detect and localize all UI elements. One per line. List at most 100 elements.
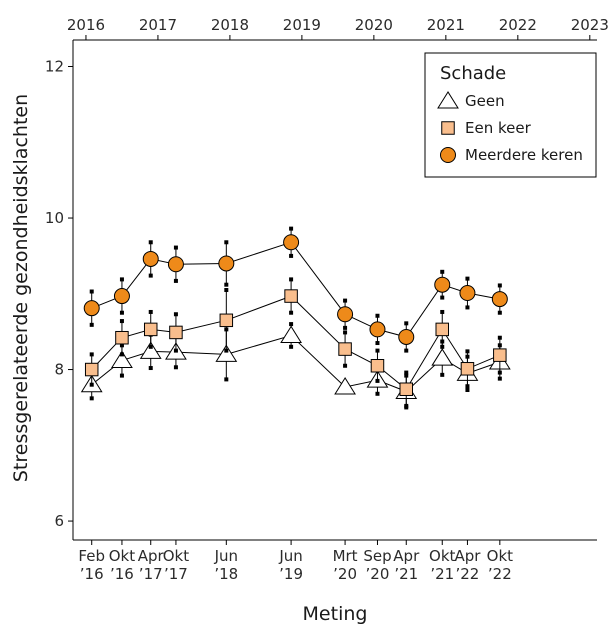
data-point — [284, 289, 298, 303]
top-tick-label: 2023 — [571, 16, 608, 34]
top-tick-label: 2019 — [283, 16, 321, 34]
data-point — [167, 256, 184, 273]
data-point — [491, 291, 508, 308]
error-cap — [404, 321, 409, 326]
top-tick-label: 2016 — [67, 16, 105, 34]
error-cap — [89, 322, 94, 327]
data-point — [459, 285, 476, 302]
error-cap — [89, 382, 94, 387]
error-cap — [119, 319, 124, 324]
legend-entry: Geen — [465, 92, 505, 110]
top-tick-label: 2017 — [139, 16, 177, 34]
error-cap — [173, 245, 178, 250]
error-cap — [404, 370, 409, 375]
x-tick-label: ’22 — [456, 565, 480, 583]
error-cap — [497, 376, 502, 381]
error-cap — [465, 349, 470, 354]
data-point — [111, 350, 133, 368]
error-cap — [440, 309, 445, 314]
error-cap — [224, 288, 229, 292]
data-point — [398, 328, 415, 345]
x-tick-label: ’22 — [488, 565, 512, 583]
error-cap — [224, 377, 229, 382]
x-axis: Feb’16Okt’16Apr’17Okt’17Jun’18Jun’19Mrt’… — [73, 539, 597, 583]
x-tick-label: Mrt — [333, 547, 358, 565]
plot-area — [80, 226, 511, 410]
error-cap — [440, 344, 445, 349]
error-cap — [89, 396, 94, 401]
data-point — [215, 344, 238, 362]
error-cap — [465, 384, 470, 389]
error-cap — [497, 283, 502, 288]
error-cap — [119, 352, 124, 357]
error-cap — [465, 388, 470, 392]
error-cap — [173, 348, 178, 353]
data-point — [113, 288, 130, 305]
error-cap — [148, 309, 153, 314]
error-cap — [375, 391, 380, 396]
legend: Schade Geen Een keer Meerdere keren — [424, 52, 597, 178]
error-cap — [289, 253, 294, 258]
x-tick-label: ’19 — [279, 565, 303, 583]
error-cap — [148, 240, 153, 245]
data-point — [460, 362, 475, 376]
y-axis-title: Stressgerelateerde gezondheidsklachten — [10, 94, 32, 482]
x-tick-label: ’20 — [366, 565, 390, 583]
x-axis-title: Meting — [303, 603, 368, 625]
error-cap — [343, 325, 348, 330]
error-cap — [89, 289, 94, 294]
x-tick-label: Okt — [109, 547, 135, 565]
x-tick-label: ’21 — [394, 565, 418, 583]
x-tick-label: Okt — [429, 547, 455, 565]
error-cap — [465, 305, 470, 310]
legend-title: Schade — [440, 63, 506, 84]
error-cap — [375, 378, 380, 383]
x-tick-label: Feb — [78, 547, 105, 565]
error-cap — [89, 352, 94, 357]
series-meerdere-keren — [83, 226, 508, 353]
x-tick-label: ’17 — [164, 565, 188, 583]
top-axis: 2016 2017 2018 2019 2020 2021 2022 2023 — [67, 16, 608, 41]
data-point — [283, 234, 300, 251]
error-cap — [343, 298, 348, 303]
data-point — [219, 313, 234, 328]
legend-marker — [440, 147, 456, 163]
data-point — [334, 377, 356, 395]
error-cap — [289, 226, 294, 231]
y-tick-label: 8 — [54, 361, 64, 379]
data-point — [337, 306, 354, 323]
x-tick-label: Apr — [393, 547, 420, 565]
data-point — [218, 255, 235, 272]
x-tick-label: Jun — [278, 547, 302, 565]
legend-marker — [437, 91, 459, 109]
data-point — [83, 300, 100, 317]
error-cap — [173, 278, 178, 283]
error-cap — [119, 373, 124, 378]
error-cap — [173, 312, 178, 317]
x-tick-label: ’18 — [214, 565, 238, 583]
error-cap — [173, 365, 178, 370]
x-tick-label: ’16 — [110, 565, 134, 583]
x-tick-label: ’16 — [80, 565, 104, 583]
data-point — [142, 250, 159, 267]
y-tick-label: 6 — [54, 512, 64, 530]
error-cap — [289, 277, 294, 282]
x-tick-label: Jun — [214, 547, 238, 565]
data-point — [435, 322, 449, 337]
legend-marker — [441, 121, 455, 135]
series-een-keer — [84, 277, 507, 408]
data-point — [338, 342, 352, 356]
error-cap — [497, 310, 502, 315]
y-tick-label: 10 — [45, 209, 64, 227]
error-cap — [343, 363, 348, 368]
error-cap — [224, 348, 229, 353]
data-point — [169, 325, 183, 340]
error-cap — [148, 273, 153, 278]
data-point — [399, 382, 414, 396]
data-point — [115, 330, 129, 345]
x-tick-label: Okt — [163, 547, 189, 565]
error-cap — [289, 322, 294, 327]
data-point — [434, 276, 451, 293]
error-cap — [375, 313, 380, 318]
